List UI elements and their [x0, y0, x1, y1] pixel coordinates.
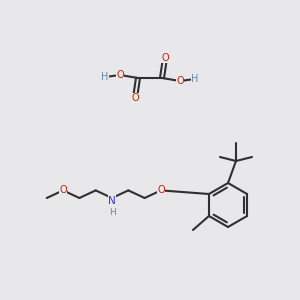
Text: O: O: [157, 185, 165, 195]
Text: H: H: [191, 74, 199, 84]
Text: O: O: [131, 93, 139, 103]
Text: H: H: [101, 72, 109, 82]
Text: H: H: [109, 208, 116, 217]
Text: O: O: [161, 53, 169, 63]
Text: N: N: [108, 196, 116, 206]
Text: O: O: [176, 76, 184, 86]
Text: O: O: [59, 185, 67, 195]
Text: O: O: [116, 70, 124, 80]
